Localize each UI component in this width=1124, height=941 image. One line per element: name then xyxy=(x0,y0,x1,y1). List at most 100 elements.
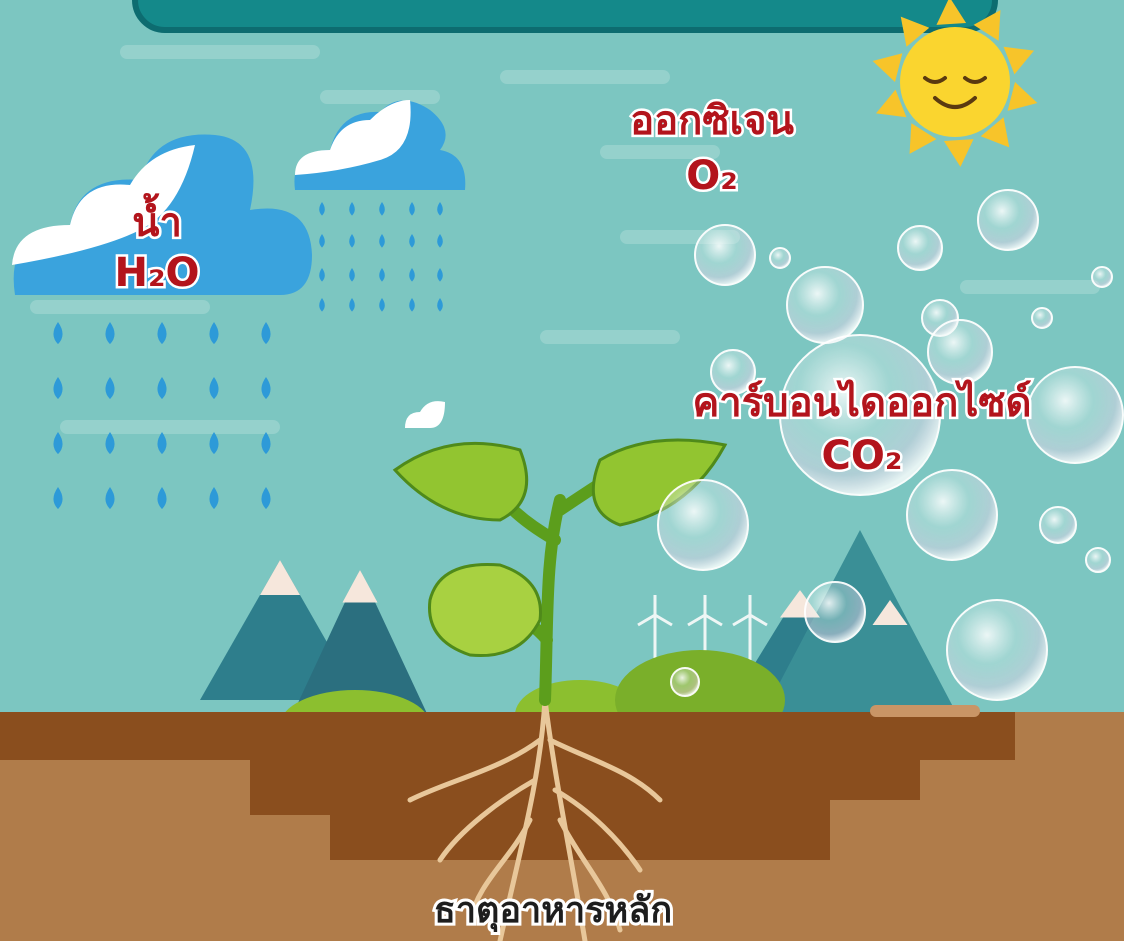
raindrop xyxy=(319,234,325,248)
leaf xyxy=(392,441,529,522)
root xyxy=(552,787,643,873)
raindrop xyxy=(437,298,443,312)
root xyxy=(557,817,623,933)
banner xyxy=(132,0,998,33)
raindrop xyxy=(53,432,63,455)
sun-ray xyxy=(900,16,930,47)
sun-ray xyxy=(943,139,974,167)
bubble xyxy=(1039,506,1077,544)
bubble xyxy=(694,224,756,286)
sun-ray xyxy=(973,10,1001,41)
sun xyxy=(900,27,1010,137)
sky-streak xyxy=(320,90,440,104)
bubble xyxy=(710,349,756,395)
raindrop xyxy=(319,268,325,282)
bubble xyxy=(786,266,864,344)
raindrop xyxy=(157,322,167,345)
sun-ray xyxy=(1003,46,1034,75)
raindrop xyxy=(349,268,355,282)
root xyxy=(497,697,548,941)
raindrop xyxy=(437,234,443,248)
sun-ray xyxy=(872,53,903,82)
bubble xyxy=(670,667,700,697)
raindrop xyxy=(379,298,385,312)
sun-ray xyxy=(936,0,967,25)
raindrop xyxy=(53,322,63,345)
cloud-highlight xyxy=(12,145,195,265)
raindrop xyxy=(379,234,385,248)
water-formula: H₂O xyxy=(115,250,200,296)
turbine-blade xyxy=(687,595,723,627)
raindrop xyxy=(437,268,443,282)
raindrop xyxy=(349,298,355,312)
bubble xyxy=(769,247,791,269)
bubble xyxy=(1026,366,1124,464)
raindrop xyxy=(409,234,415,248)
raindrop xyxy=(261,487,271,510)
oxygen-label: ออกซิเจน xyxy=(630,98,794,144)
sun-ray xyxy=(909,123,937,154)
oxygen-formula: O₂ xyxy=(686,153,738,199)
bubble xyxy=(657,479,749,571)
bubble xyxy=(927,319,993,385)
raindrop xyxy=(349,234,355,248)
bubble xyxy=(977,189,1039,251)
raindrop xyxy=(105,432,115,455)
water-label: น้ำ xyxy=(132,193,182,246)
raindrop xyxy=(261,322,271,345)
raindrop xyxy=(409,268,415,282)
bubble xyxy=(804,581,866,643)
raindrop xyxy=(209,377,219,400)
bubble xyxy=(1031,307,1053,329)
cloud-highlight xyxy=(295,100,411,175)
sky-streak xyxy=(540,330,680,344)
mountain xyxy=(290,570,430,720)
bubble xyxy=(897,225,943,271)
bubble xyxy=(1091,266,1113,288)
root xyxy=(467,817,533,923)
co2-label: คาร์บอนไดออกไซด์ xyxy=(692,379,1031,426)
bubble xyxy=(1085,547,1111,573)
root xyxy=(407,737,543,803)
root xyxy=(437,777,538,863)
root xyxy=(542,697,588,941)
raindrop xyxy=(105,377,115,400)
sky-streak xyxy=(600,145,720,159)
nutrients-label: ธาตุอาหารหลัก xyxy=(434,890,672,933)
raindrop xyxy=(261,432,271,455)
sky-streak xyxy=(120,45,320,59)
raindrop xyxy=(379,202,385,216)
soil-dark xyxy=(0,712,1015,860)
raindrop xyxy=(157,432,167,455)
raindrop xyxy=(53,377,63,400)
raindrop xyxy=(379,268,385,282)
bubble xyxy=(779,334,941,496)
raindrop xyxy=(319,298,325,312)
raindrop xyxy=(409,202,415,216)
snow-cap xyxy=(342,570,378,603)
sky-streak xyxy=(30,300,210,314)
sun-ray xyxy=(1007,82,1038,111)
sun-ray xyxy=(876,89,907,118)
sky-streak xyxy=(60,420,280,434)
sky-streak xyxy=(500,70,670,84)
raindrop xyxy=(319,202,325,216)
raindrop xyxy=(261,377,271,400)
sky-streak xyxy=(960,280,1100,294)
raindrop xyxy=(209,487,219,510)
leaf xyxy=(428,562,542,658)
bubble xyxy=(906,469,998,561)
root xyxy=(547,737,663,803)
raindrop xyxy=(409,298,415,312)
snow-cap xyxy=(872,600,908,625)
cloud xyxy=(405,401,445,428)
raindrop xyxy=(349,202,355,216)
raindrop xyxy=(53,487,63,510)
sun-face xyxy=(923,76,987,109)
co2-formula: CO₂ xyxy=(822,433,903,479)
raindrop xyxy=(105,322,115,345)
raindrop xyxy=(209,432,219,455)
